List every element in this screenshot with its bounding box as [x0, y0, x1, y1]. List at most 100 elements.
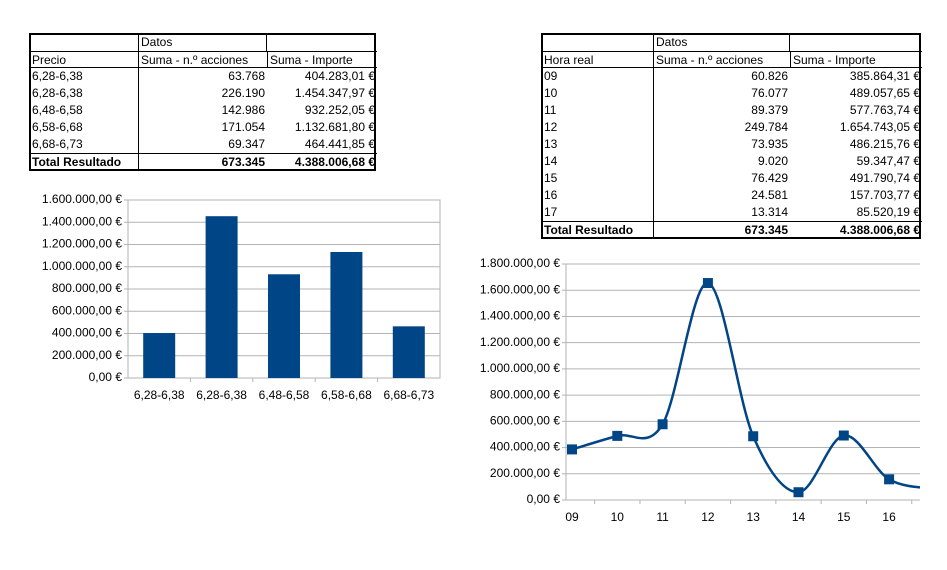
y-tick-label: 800.000,00 € [52, 281, 122, 295]
x-tick-label: 12 [701, 510, 715, 524]
table-cell: 932.252,05 € [304, 103, 375, 117]
x-tick-label: 6,48-6,58 [259, 388, 310, 402]
table-cell: 226.190 [138, 85, 267, 102]
table-cell: 6,28-6,38 [32, 86, 83, 100]
table-cell: 249.784 [653, 119, 790, 136]
table-cell: 6,28-6,38 [32, 69, 83, 83]
marker [838, 430, 849, 441]
total-cell: 673.345 [138, 153, 267, 170]
table-cell: 142.986 [138, 102, 267, 119]
table-cell: 60.826 [653, 68, 790, 85]
y-tick-label: 800.000,00 € [490, 387, 560, 401]
table-cell: 63.768 [138, 68, 267, 85]
table-cell: 486.215,76 € [849, 137, 920, 151]
bar [268, 274, 300, 378]
x-tick-label: 10 [611, 510, 625, 524]
x-tick-label: 6,28-6,38 [196, 388, 247, 402]
pivot-table: Datos Precio Suma - n.º acciones Suma - Imp… [29, 33, 377, 171]
table-cell: 464.441,85 € [304, 137, 375, 151]
table-cell: 171.054 [138, 119, 267, 136]
y-tick-label: 600.000,00 € [52, 303, 122, 317]
table-cell: 1.132.681,80 € [294, 120, 375, 134]
table-cell: 491.790,74 € [849, 171, 920, 185]
table-cell: 16 [544, 188, 558, 202]
table-cell: 12 [544, 120, 558, 134]
y-tick-label: 1.000.000,00 € [42, 259, 122, 273]
total-cell: 4.388.006,68 € [790, 221, 922, 238]
marker [929, 484, 939, 494]
pivot-table: Datos Hora real Suma - n.º acciones Suma - … [541, 33, 922, 239]
y-tick-label: 1.600.000,00 € [42, 192, 122, 206]
table-cell: 76.077 [653, 85, 790, 102]
marker [612, 430, 623, 441]
table-cell: 13 [544, 137, 558, 151]
y-tick-label: 200.000,00 € [490, 466, 560, 480]
bar [205, 216, 238, 378]
y-tick-label: 1.800.000,00 € [480, 256, 560, 270]
table-cell: 6,48-6,58 [32, 103, 83, 117]
column-header: Precio [30, 51, 138, 68]
table-cell: 69.347 [138, 136, 267, 153]
marker [657, 419, 668, 430]
total-cell: Total Resultado [542, 221, 653, 238]
table-cell: 14 [544, 154, 558, 168]
table-cell: 404.283,01 € [304, 69, 375, 83]
table-cell: 13.314 [653, 204, 790, 221]
total-cell: Total Resultado [30, 153, 138, 170]
marker [884, 474, 895, 485]
y-tick-label: 1.400.000,00 € [42, 214, 122, 228]
column-header: Suma - Importe [267, 51, 377, 68]
table-cell: 489.057,65 € [849, 86, 920, 100]
column-header: Suma - n.º acciones [138, 51, 267, 68]
table-cell: 59.347,47 € [856, 154, 920, 168]
table-cell: 76.429 [653, 170, 790, 187]
x-tick-label: 11 [656, 510, 669, 524]
bar [330, 251, 363, 378]
x-tick-label: 09 [565, 510, 579, 524]
y-tick-label: 1.000.000,00 € [480, 361, 560, 375]
table-cell: 9.020 [653, 153, 790, 170]
marker [748, 431, 759, 442]
x-tick-label: 16 [882, 510, 896, 524]
x-tick-label: 6,68-6,73 [383, 388, 434, 402]
line-series [571, 281, 920, 494]
y-tick-label: 1.200.000,00 € [480, 335, 560, 349]
plot-clip [567, 278, 939, 498]
marker [793, 487, 804, 498]
data-header: Datos [138, 34, 267, 51]
x-tick-label: 6,28-6,38 [134, 388, 185, 402]
data-header: Datos [653, 34, 790, 51]
bar [143, 333, 176, 378]
table-cell: 09 [544, 69, 558, 83]
y-tick-label: 200.000,00 € [52, 348, 122, 362]
y-tick-label: 400.000,00 € [490, 440, 560, 454]
table-cell: 17 [544, 205, 558, 219]
column-header: Hora real [542, 51, 653, 68]
table-cell: 85.520,19 € [856, 205, 920, 219]
x-tick-label: 15 [837, 510, 851, 524]
table-cell: 89.379 [653, 102, 790, 119]
table-cell: 157.703,77 € [849, 188, 920, 202]
x-tick-label: 13 [747, 510, 761, 524]
column-header: Suma - n.º acciones [653, 51, 790, 68]
marker [567, 444, 577, 455]
table-cell: 1.454.347,97 € [294, 86, 375, 100]
table-cell: 1.654.743,05 € [839, 120, 920, 134]
y-tick-label: 0,00 € [89, 370, 123, 384]
table-cell: 385.864,31 € [849, 69, 920, 83]
table-cell: 11 [544, 103, 557, 117]
table-cell: 24.581 [653, 187, 790, 204]
total-cell: 673.345 [653, 221, 790, 238]
y-tick-label: 1.200.000,00 € [42, 237, 122, 251]
column-header: Suma - Importe [790, 51, 922, 68]
marker [702, 278, 713, 289]
y-tick-label: 0,00 € [527, 492, 561, 506]
x-tick-label: 6,58-6,68 [321, 388, 372, 402]
table-cell: 15 [544, 171, 558, 185]
y-tick-label: 1.400.000,00 € [480, 309, 560, 323]
x-tick-label: 14 [792, 510, 806, 524]
y-tick-label: 600.000,00 € [490, 414, 560, 428]
table-cell: 6,68-6,73 [32, 137, 83, 151]
